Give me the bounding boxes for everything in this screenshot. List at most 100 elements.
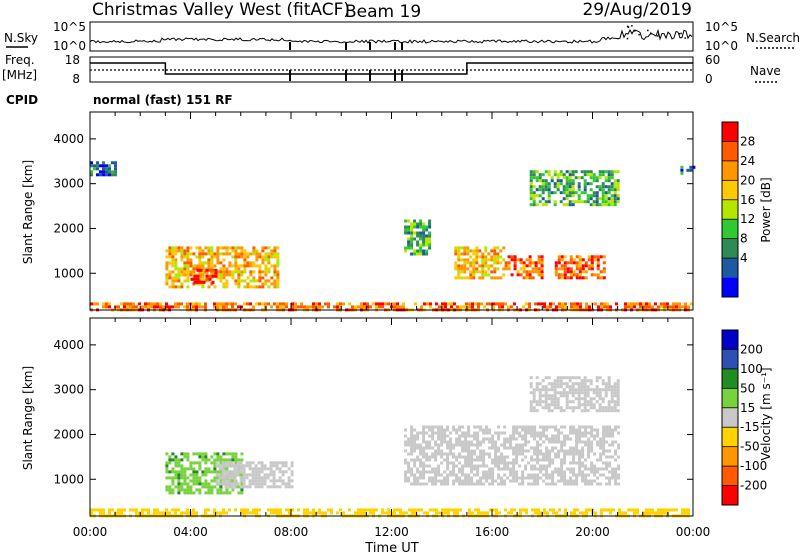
velocity-cell	[497, 425, 501, 429]
velocity-cell	[230, 476, 234, 480]
power-cell	[204, 246, 208, 250]
power-cell	[168, 252, 172, 256]
velocity-cell	[222, 452, 226, 456]
velocity-cell	[539, 431, 543, 435]
power-cell	[468, 302, 471, 306]
velocity-cell	[476, 464, 480, 468]
power-cell	[171, 270, 175, 274]
velocity-cell	[177, 461, 181, 465]
velocity-cell	[458, 482, 462, 486]
velocity-cell	[431, 446, 435, 450]
velocity-cell	[530, 431, 534, 435]
velocity-cell	[231, 479, 235, 483]
velocity-cell	[568, 379, 572, 383]
power-cell	[541, 185, 545, 189]
colorbar-segment	[722, 219, 738, 239]
power-cell	[578, 270, 582, 274]
velocity-cell	[560, 479, 564, 483]
power-cell	[267, 258, 271, 262]
power-cell	[600, 302, 603, 306]
cpid-value: normal (fast) 151 RF	[93, 93, 233, 107]
velocity-cell	[617, 455, 621, 459]
power-cell	[267, 285, 271, 289]
velocity-cell	[260, 470, 264, 474]
velocity-cell	[539, 467, 543, 471]
velocity-cell	[452, 479, 456, 483]
power-cell	[504, 302, 507, 306]
power-cell	[522, 276, 526, 280]
power-cell	[198, 264, 202, 268]
power-cell	[553, 170, 557, 174]
velocity-cell	[497, 449, 501, 453]
velocity-cell	[482, 458, 486, 462]
power-cell	[532, 200, 536, 204]
power-cell	[575, 255, 579, 259]
velocity-cell	[479, 458, 483, 462]
velocity-cell	[183, 491, 187, 495]
velocity-cell	[581, 461, 585, 465]
velocity-cell	[598, 397, 602, 401]
velocity-cell	[539, 470, 543, 474]
power-cell	[267, 252, 271, 256]
power-cell	[180, 270, 184, 274]
velocity-cell	[233, 464, 237, 468]
velocity-cell	[452, 482, 456, 486]
velocity-cell	[566, 467, 570, 471]
power-cell	[193, 274, 197, 278]
power-cell	[425, 228, 429, 232]
velocity-cell	[207, 467, 211, 471]
power-cell	[568, 194, 572, 198]
power-cell	[279, 302, 282, 306]
velocity-cell	[532, 397, 536, 401]
power-cell	[495, 302, 498, 306]
power-cell	[348, 302, 351, 306]
velocity-cell	[387, 511, 390, 515]
power-cell	[204, 252, 208, 256]
velocity-cell	[422, 482, 426, 486]
velocity-cell	[488, 440, 492, 444]
power-cell	[478, 249, 482, 253]
velocity-cell	[580, 388, 584, 392]
velocity-cell	[102, 511, 105, 515]
velocity-cell	[602, 428, 606, 432]
velocity-cell	[530, 458, 534, 462]
power-cell	[595, 179, 599, 183]
power-cell	[457, 273, 461, 277]
power-cell	[428, 225, 432, 229]
power-cell	[532, 203, 536, 207]
velocity-cell	[536, 458, 540, 462]
power-cell	[454, 264, 458, 268]
power-cell	[372, 302, 375, 306]
velocity-cell	[168, 470, 172, 474]
power-cell	[607, 173, 611, 177]
power-cell	[416, 225, 420, 229]
power-cell	[535, 203, 539, 207]
velocity-cell	[446, 467, 450, 471]
power-cell	[252, 276, 256, 280]
velocity-cell	[330, 508, 333, 512]
velocity-cell	[419, 461, 423, 465]
velocity-cell	[242, 485, 246, 489]
velocity-cell	[584, 479, 588, 483]
velocity-cell	[500, 467, 504, 471]
power-cell	[568, 179, 572, 183]
velocity-cell	[434, 449, 438, 453]
power-cell	[225, 267, 229, 271]
velocity-cell	[393, 508, 396, 512]
power-cell	[114, 164, 117, 168]
velocity-cell	[568, 391, 572, 395]
power-cell	[425, 234, 429, 238]
velocity-cell	[117, 508, 120, 512]
velocity-cell	[572, 467, 576, 471]
power-cell	[469, 273, 473, 277]
power-cell	[466, 246, 470, 250]
velocity-cell	[207, 470, 211, 474]
velocity-cell	[608, 461, 612, 465]
velocity-cell	[607, 385, 611, 389]
velocity-cell	[583, 376, 587, 380]
power-cell	[279, 305, 282, 309]
velocity-cell	[449, 449, 453, 453]
power-cell	[594, 302, 597, 306]
power-cell	[481, 255, 485, 259]
power-cell	[466, 261, 470, 265]
